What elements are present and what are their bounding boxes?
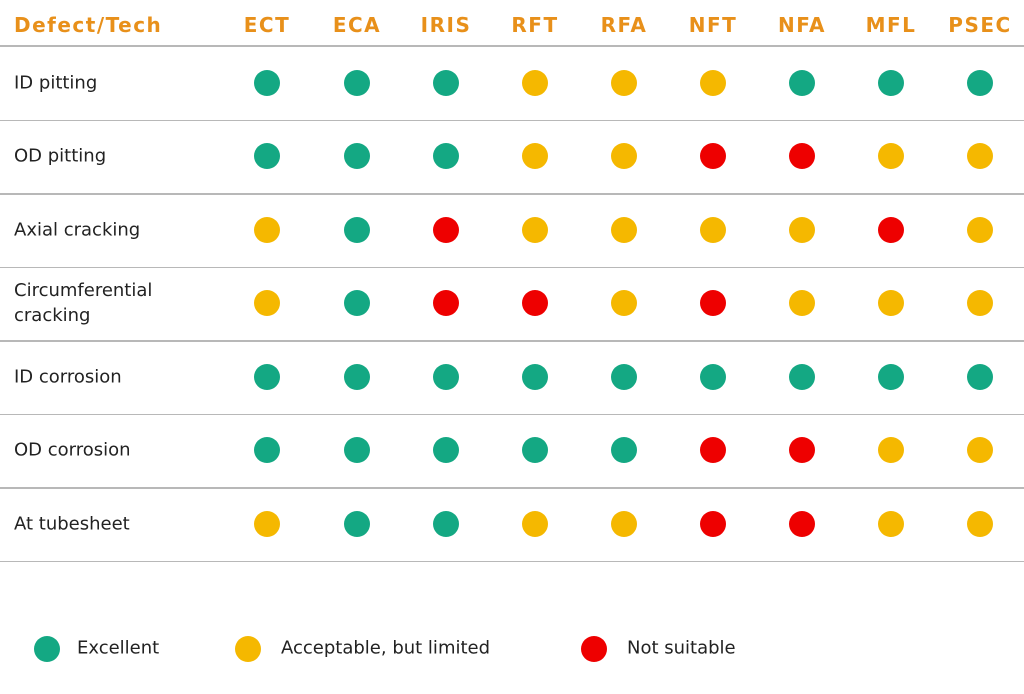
rating-dot <box>700 216 726 243</box>
header-cell: ECA <box>332 13 382 37</box>
header-cell: RFT <box>511 13 559 37</box>
rating-dot <box>789 290 815 317</box>
row-divider <box>0 487 1024 489</box>
row-divider <box>0 119 1024 121</box>
rating-dot <box>433 510 459 537</box>
rating-dot <box>254 69 280 96</box>
header-cell: NFT <box>688 13 738 37</box>
rating-dot <box>522 69 548 96</box>
rating-dot <box>700 290 726 317</box>
legend-label: Not suitable <box>627 637 736 659</box>
rating-dot <box>700 363 726 390</box>
header-cell: NFA <box>777 13 827 37</box>
legend-label: Acceptable, but limited <box>281 637 491 659</box>
rating-dot <box>433 216 459 243</box>
rating-dot <box>878 363 904 390</box>
rating-dot <box>254 437 280 464</box>
row-label: Axial cracking <box>14 219 141 241</box>
rating-dot <box>344 143 370 170</box>
rating-dot <box>344 290 370 317</box>
rating-dot <box>789 437 815 464</box>
rating-dot <box>611 216 637 243</box>
rating-dot <box>254 363 280 390</box>
header-cell: Defect/Tech <box>14 13 163 37</box>
row-divider <box>0 340 1024 342</box>
rating-dot <box>344 69 370 96</box>
rating-dot <box>878 510 904 537</box>
rating-dot <box>433 363 459 390</box>
rating-dot <box>967 510 993 537</box>
header-cell: PSEC <box>948 13 1012 37</box>
rating-dot <box>967 363 993 390</box>
rating-dot <box>433 437 459 464</box>
legend-swatch <box>235 636 261 662</box>
header-cell: IRIS <box>420 13 472 37</box>
row-label: OD pitting <box>14 145 107 167</box>
rating-dot <box>254 290 280 317</box>
rating-dot <box>611 69 637 96</box>
rating-dot <box>344 510 370 537</box>
row-divider <box>0 45 1024 47</box>
rating-dot <box>967 143 993 170</box>
header-cell: ECT <box>243 13 291 37</box>
row-label: Circumferential cracking <box>14 280 153 327</box>
rating-dot <box>611 290 637 317</box>
header-cell: MFL <box>865 13 917 37</box>
rating-dot <box>789 143 815 170</box>
rating-dot <box>254 143 280 170</box>
rating-dot <box>611 437 637 464</box>
rating-dot <box>967 69 993 96</box>
rating-dot <box>611 510 637 537</box>
rating-dot <box>789 69 815 96</box>
row-label: OD corrosion <box>14 439 131 461</box>
rating-dot <box>789 510 815 537</box>
rating-dot <box>522 363 548 390</box>
rating-dot <box>254 510 280 537</box>
rating-dot <box>700 437 726 464</box>
row-divider <box>0 560 1024 562</box>
row-divider <box>0 413 1024 415</box>
rating-dot <box>878 143 904 170</box>
rating-dot <box>967 216 993 243</box>
row-divider <box>0 266 1024 268</box>
rating-dot <box>344 216 370 243</box>
legend-swatch <box>34 636 60 662</box>
row-label: ID pitting <box>14 72 98 94</box>
rating-dot <box>433 290 459 317</box>
rating-dot <box>254 216 280 243</box>
rating-dot <box>700 143 726 170</box>
rating-dot <box>344 437 370 464</box>
row-label: At tubesheet <box>14 513 130 535</box>
rating-dot <box>522 437 548 464</box>
rating-dot <box>611 143 637 170</box>
rating-dot <box>700 510 726 537</box>
rating-dot <box>878 437 904 464</box>
rating-dot <box>967 437 993 464</box>
rating-dot <box>344 363 370 390</box>
rating-dot <box>522 510 548 537</box>
rating-dot <box>522 216 548 243</box>
rating-dot <box>611 363 637 390</box>
row-label: ID corrosion <box>14 366 122 388</box>
rating-dot <box>789 363 815 390</box>
rating-dot <box>522 143 548 170</box>
legend-swatch <box>581 636 607 662</box>
row-divider <box>0 193 1024 195</box>
rating-dot <box>967 290 993 317</box>
rating-dot <box>700 69 726 96</box>
rating-dot <box>433 69 459 96</box>
header-cell: RFA <box>600 13 648 37</box>
rating-dot <box>878 290 904 317</box>
rating-dot <box>522 290 548 317</box>
legend-label: Excellent <box>77 637 160 659</box>
rating-dot <box>878 69 904 96</box>
rating-dot <box>789 216 815 243</box>
rating-dot <box>878 216 904 243</box>
rating-dot <box>433 143 459 170</box>
